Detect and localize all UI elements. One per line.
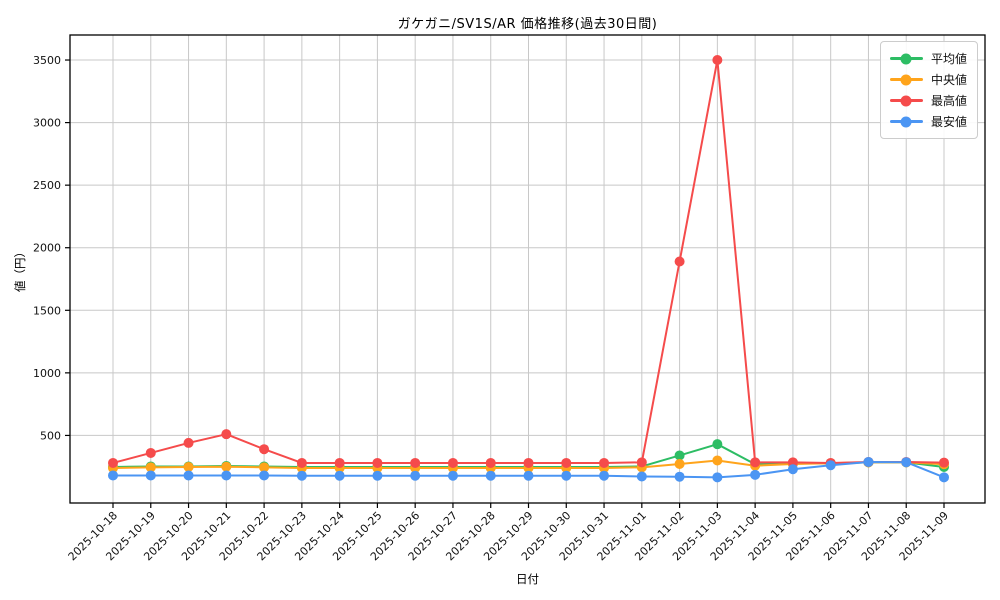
legend-label: 平均値 [930,52,967,66]
series-point-min [145,470,156,481]
series-point-max [523,457,534,468]
series-point-min [825,460,836,471]
series-point-max [372,457,383,468]
series-point-max [750,457,761,468]
series-point-max [787,457,798,468]
series-point-min [108,470,118,481]
series-point-median [712,455,723,466]
series-point-min [259,470,270,481]
series-point-max [485,457,496,468]
series-point-min [372,470,383,481]
chart-legend: 平均値中央値最高値最安値 [879,41,978,139]
series-point-average [712,439,723,450]
legend-label: 中央値 [930,73,967,87]
series-point-min [636,471,647,482]
y-tick-label: 3500 [33,54,61,67]
legend-item-max: 最高値 [889,90,967,111]
series-point-max [259,444,270,455]
series-point-min [221,470,232,481]
series-point-min [523,470,534,481]
series-point-min [863,456,874,467]
y-tick-label: 2500 [33,179,61,192]
series-point-max [939,457,949,468]
series-point-min [599,470,610,481]
y-tick-label: 1500 [33,304,61,317]
series-point-max [410,457,421,468]
series-point-max [599,457,610,468]
series-point-min [183,470,194,481]
series-point-min [447,470,458,481]
legend-line-dot-icon [889,116,923,128]
series-point-max [712,55,723,66]
series-point-max [221,429,232,440]
series-point-max [183,437,194,448]
series-point-min [296,470,307,481]
legend-item-average: 平均値 [889,48,967,69]
legend-line-dot-icon [889,53,923,65]
legend-label: 最安値 [930,115,967,129]
series-point-max [334,457,345,468]
series-point-min [750,469,761,480]
series-point-median [674,458,685,469]
series-point-min [901,457,912,468]
series-point-average [674,450,685,461]
series-point-min [712,472,723,483]
series-point-max [561,457,572,468]
y-tick-label: 1000 [33,367,61,380]
series-point-max [108,457,118,468]
series-point-max [447,457,458,468]
plot-frame [69,34,986,504]
series-point-max [636,457,647,468]
legend-line-dot-icon [889,95,923,107]
series-point-median [183,461,194,472]
series-point-min [410,470,421,481]
series-point-median [221,461,232,472]
legend-item-min: 最安値 [889,111,967,132]
x-axis-label: 日付 [516,572,539,586]
series-point-max [674,256,685,267]
series-point-max [296,457,307,468]
legend-item-median: 中央値 [889,69,967,90]
series-point-min [787,464,798,475]
series-point-min [674,471,685,482]
legend-line-dot-icon [889,74,923,86]
series-point-min [485,470,496,481]
chart-title: ガケガニ/SV1S/AR 価格推移(過去30日間) [397,17,658,32]
series-point-min [334,470,345,481]
series-point-min [561,470,572,481]
y-tick-label: 2000 [33,242,61,255]
series-point-median [145,462,156,473]
series-point-max [145,447,156,458]
y-tick-label: 500 [40,429,61,442]
legend-label: 最高値 [930,94,967,108]
series-point-median [259,462,270,473]
y-tick-label: 3000 [33,117,61,130]
series-point-min [939,472,949,483]
